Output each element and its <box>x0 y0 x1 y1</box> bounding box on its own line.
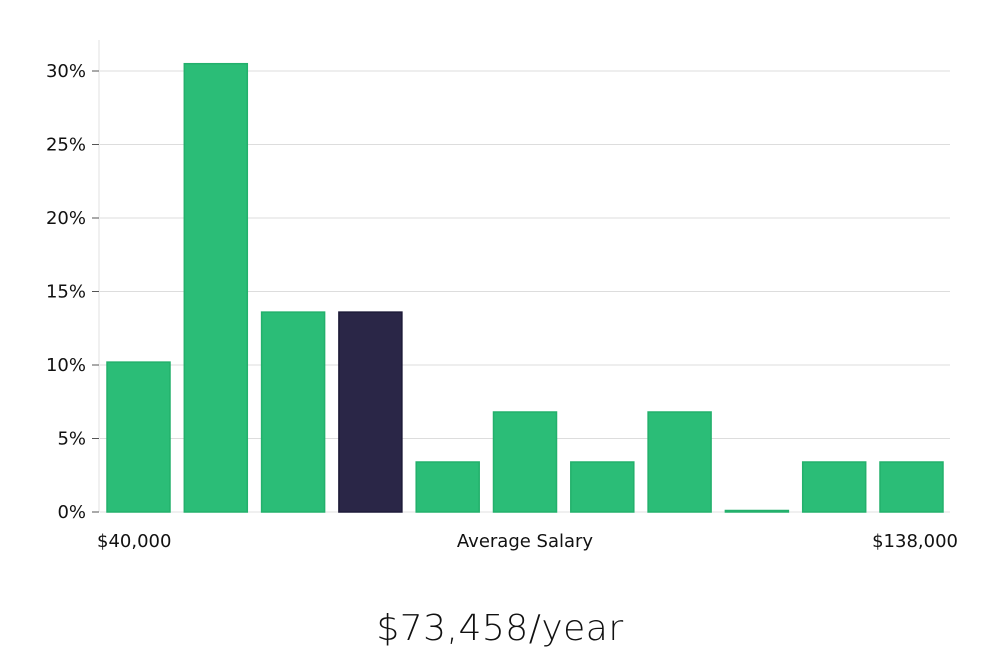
x-end-label: $138,000 <box>872 531 958 552</box>
histogram-bar <box>415 461 480 513</box>
y-tick-label: 10% <box>46 355 86 376</box>
histogram-bar <box>106 361 171 513</box>
average-salary-value: $73,458/year <box>376 608 624 649</box>
histogram-bar <box>801 461 867 513</box>
histogram-bar <box>492 411 558 513</box>
histogram-bar-highlighted <box>338 311 403 513</box>
y-tick-label: 5% <box>57 429 86 450</box>
histogram-bar <box>879 461 944 513</box>
x-start-label: $40,000 <box>97 531 171 552</box>
x-axis-title: Average Salary <box>457 531 594 552</box>
histogram-bar <box>647 411 712 513</box>
y-tick-label: 30% <box>46 61 86 82</box>
y-tick-label: 0% <box>57 502 86 523</box>
histogram-bar <box>260 311 326 513</box>
histogram-bar <box>183 62 249 513</box>
y-tick-label: 25% <box>46 135 86 156</box>
histogram-bar <box>724 509 790 513</box>
y-tick-label: 20% <box>46 208 86 229</box>
histogram-bar <box>570 461 635 513</box>
y-tick-label: 15% <box>46 282 86 303</box>
bars <box>106 62 944 513</box>
y-axis-ticks: 0% 5% 10% 15% 20% 25% 30% <box>46 61 99 523</box>
